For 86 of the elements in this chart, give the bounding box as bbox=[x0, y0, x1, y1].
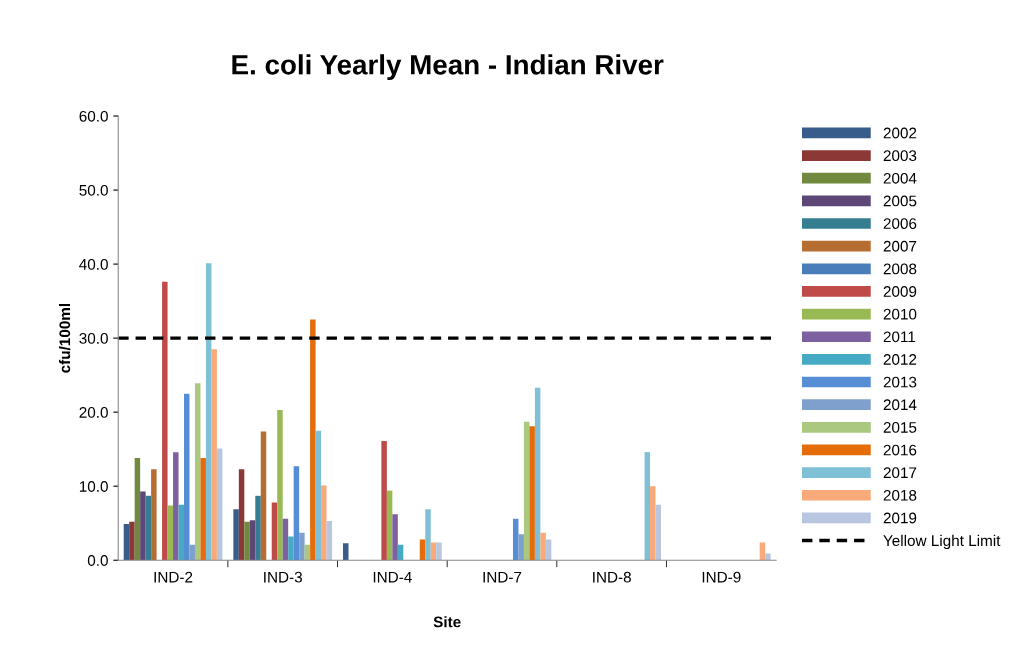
bar bbox=[134, 458, 141, 561]
bar bbox=[178, 504, 185, 561]
bar bbox=[211, 349, 217, 561]
legend-label: Yellow Light Limit bbox=[883, 534, 1001, 550]
x-tick-label: IND-8 bbox=[593, 571, 631, 583]
bar bbox=[523, 421, 530, 561]
bar bbox=[381, 441, 387, 561]
y-tick-label: 30.0 bbox=[79, 333, 108, 344]
legend-label: 2014 bbox=[883, 399, 917, 411]
legend-label: 2013 bbox=[883, 376, 917, 388]
bar bbox=[529, 426, 535, 561]
legend-label: 2019 bbox=[883, 512, 917, 524]
legend-label: 2007 bbox=[883, 240, 917, 252]
bar bbox=[326, 521, 333, 561]
legend-label: 2002 bbox=[883, 127, 917, 139]
bar bbox=[140, 491, 146, 561]
legend-label: 2004 bbox=[883, 172, 917, 184]
bar bbox=[644, 452, 651, 561]
bar bbox=[299, 532, 305, 561]
bar bbox=[655, 504, 661, 561]
x-tick-label: IND-2 bbox=[154, 571, 193, 583]
bar bbox=[321, 485, 327, 561]
bar bbox=[129, 521, 135, 561]
bar bbox=[392, 514, 398, 561]
legend-label: 2018 bbox=[883, 489, 917, 501]
bar bbox=[534, 387, 541, 561]
y-tick-label: 10.0 bbox=[79, 481, 108, 492]
bar bbox=[288, 536, 294, 561]
chart-title: E. coli Yearly Mean - Indian River bbox=[232, 54, 664, 81]
bar bbox=[244, 521, 250, 561]
y-tick-label: 60.0 bbox=[79, 110, 108, 122]
legend-label: 2016 bbox=[883, 444, 917, 456]
bar bbox=[518, 534, 524, 561]
x-tick-label: IND-3 bbox=[264, 571, 302, 583]
bar bbox=[310, 319, 316, 561]
bar bbox=[282, 518, 289, 561]
bar bbox=[205, 263, 212, 561]
bar bbox=[271, 502, 278, 561]
legend-label: 2012 bbox=[883, 354, 917, 365]
bar bbox=[145, 495, 152, 561]
bar bbox=[386, 490, 393, 561]
y-tick-label: 40.0 bbox=[79, 258, 108, 270]
bar bbox=[162, 281, 168, 561]
legend-label: 2009 bbox=[883, 286, 917, 297]
bar bbox=[233, 509, 239, 561]
y-tick-label: 20.0 bbox=[79, 407, 108, 418]
bar bbox=[173, 452, 179, 561]
legend-label: 2010 bbox=[883, 308, 917, 320]
legend-label: 2008 bbox=[883, 263, 917, 275]
legend-label: 2015 bbox=[883, 421, 917, 433]
y-axis-title: cfu/100ml bbox=[58, 303, 71, 373]
bar bbox=[540, 532, 546, 561]
legend-label: 2006 bbox=[883, 218, 917, 230]
bar bbox=[430, 542, 437, 561]
legend-label: 2003 bbox=[883, 150, 917, 162]
y-tick-label: 50.0 bbox=[79, 184, 108, 196]
x-tick-label: IND-9 bbox=[702, 571, 741, 583]
bar bbox=[151, 469, 157, 561]
x-axis-title: Site bbox=[433, 616, 461, 628]
y-tick-label: 0.0 bbox=[87, 555, 108, 566]
bar bbox=[167, 505, 174, 561]
bar bbox=[765, 553, 771, 561]
bar bbox=[425, 509, 431, 561]
bar bbox=[200, 458, 206, 561]
bar bbox=[436, 542, 442, 561]
bar bbox=[315, 430, 322, 561]
bar bbox=[277, 409, 283, 561]
bar bbox=[216, 448, 223, 561]
bar bbox=[184, 393, 190, 561]
bar bbox=[343, 543, 349, 561]
bar bbox=[255, 495, 261, 561]
legend-label: 2017 bbox=[883, 467, 917, 479]
x-tick-label: IND-4 bbox=[373, 571, 412, 583]
bar bbox=[249, 520, 256, 561]
bar bbox=[650, 486, 656, 561]
legend-label: 2011 bbox=[883, 331, 916, 343]
bar bbox=[512, 518, 519, 561]
bar bbox=[194, 383, 201, 561]
bar bbox=[238, 469, 245, 561]
bar bbox=[759, 542, 766, 561]
bar bbox=[123, 523, 130, 561]
legend-label: 2005 bbox=[883, 195, 917, 207]
bar bbox=[293, 466, 300, 561]
x-tick-label: IND-7 bbox=[483, 571, 522, 583]
bar bbox=[189, 544, 195, 561]
bar bbox=[260, 431, 267, 561]
